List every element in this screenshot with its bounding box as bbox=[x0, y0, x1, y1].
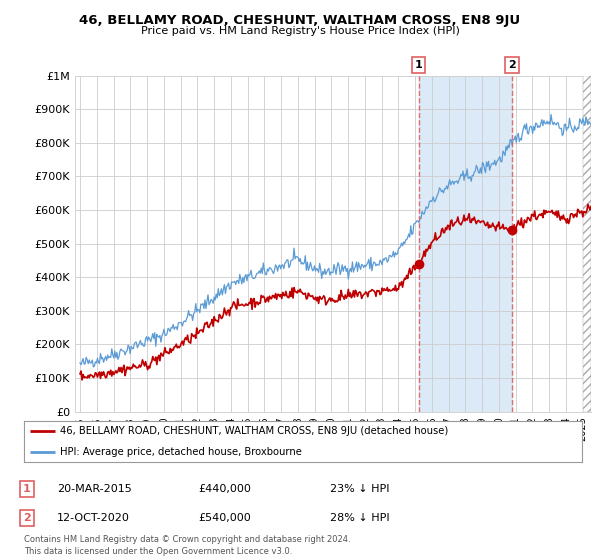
Text: 1: 1 bbox=[415, 60, 422, 70]
Text: 28% ↓ HPI: 28% ↓ HPI bbox=[330, 513, 389, 523]
Text: £540,000: £540,000 bbox=[198, 513, 251, 523]
Text: 12-OCT-2020: 12-OCT-2020 bbox=[57, 513, 130, 523]
Text: 46, BELLAMY ROAD, CHESHUNT, WALTHAM CROSS, EN8 9JU: 46, BELLAMY ROAD, CHESHUNT, WALTHAM CROS… bbox=[79, 14, 521, 27]
Text: Contains HM Land Registry data © Crown copyright and database right 2024.
This d: Contains HM Land Registry data © Crown c… bbox=[24, 535, 350, 556]
Text: 20-MAR-2015: 20-MAR-2015 bbox=[57, 484, 132, 494]
Text: 23% ↓ HPI: 23% ↓ HPI bbox=[330, 484, 389, 494]
Text: £440,000: £440,000 bbox=[198, 484, 251, 494]
Text: 2: 2 bbox=[23, 513, 31, 523]
Text: 46, BELLAMY ROAD, CHESHUNT, WALTHAM CROSS, EN8 9JU (detached house): 46, BELLAMY ROAD, CHESHUNT, WALTHAM CROS… bbox=[60, 426, 449, 436]
Text: 2: 2 bbox=[508, 60, 516, 70]
Text: 1: 1 bbox=[23, 484, 31, 494]
Bar bbox=[419, 76, 512, 412]
Text: HPI: Average price, detached house, Broxbourne: HPI: Average price, detached house, Brox… bbox=[60, 447, 302, 457]
Text: Price paid vs. HM Land Registry's House Price Index (HPI): Price paid vs. HM Land Registry's House … bbox=[140, 26, 460, 36]
